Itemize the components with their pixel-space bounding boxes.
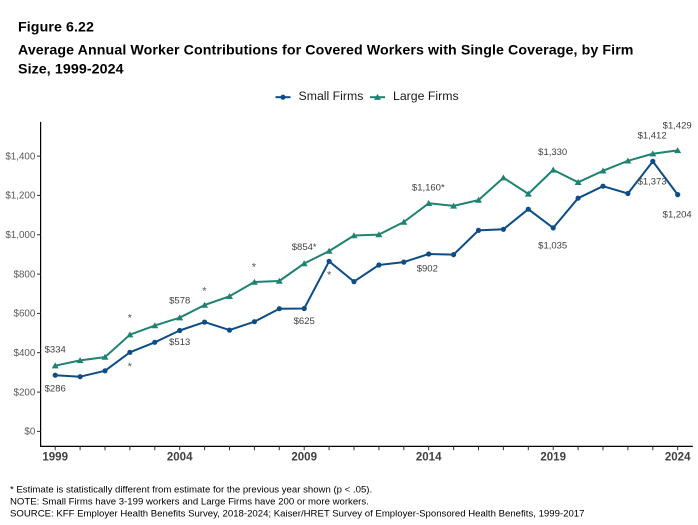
svg-text:NOTE: Small Firms have 3-199 w: NOTE: Small Firms have 3-199 workers and… xyxy=(10,497,369,508)
svg-text:1999: 1999 xyxy=(42,452,68,464)
svg-text:$1,400: $1,400 xyxy=(5,151,36,162)
svg-text:Size, 1999-2024: Size, 1999-2024 xyxy=(18,61,124,77)
svg-text:$600: $600 xyxy=(14,309,36,320)
svg-text:$800: $800 xyxy=(14,269,36,280)
svg-text:$1,204: $1,204 xyxy=(663,209,692,220)
svg-text:*: * xyxy=(128,361,133,373)
svg-text:Figure 6.22: Figure 6.22 xyxy=(18,20,94,36)
svg-text:*: * xyxy=(128,312,133,324)
svg-text:$902: $902 xyxy=(417,264,438,275)
svg-text:$200: $200 xyxy=(14,387,36,398)
svg-text:2024: 2024 xyxy=(665,452,691,464)
svg-text:* Estimate is statistically di: * Estimate is statistically different fr… xyxy=(10,485,372,496)
svg-text:$1,160*: $1,160* xyxy=(412,183,445,194)
svg-text:*: * xyxy=(327,269,332,281)
svg-text:$0: $0 xyxy=(24,427,35,438)
svg-text:Average Annual Worker Contribu: Average Annual Worker Contributions for … xyxy=(18,42,634,58)
svg-text:$513: $513 xyxy=(169,337,190,348)
svg-text:Small Firms: Small Firms xyxy=(299,89,364,103)
svg-text:*: * xyxy=(202,285,207,297)
svg-text:Large Firms: Large Firms xyxy=(393,89,459,103)
svg-text:$1,412: $1,412 xyxy=(638,131,667,142)
svg-text:$1,200: $1,200 xyxy=(5,191,36,202)
svg-text:$578: $578 xyxy=(169,295,190,306)
svg-text:SOURCE: KFF Employer Health Be: SOURCE: KFF Employer Health Benefits Sur… xyxy=(10,509,584,520)
svg-text:$334: $334 xyxy=(45,345,66,356)
svg-text:$286: $286 xyxy=(45,383,66,394)
svg-text:$400: $400 xyxy=(14,348,36,359)
svg-text:$1,330: $1,330 xyxy=(538,147,567,158)
svg-text:$1,000: $1,000 xyxy=(5,230,36,241)
svg-text:$1,429: $1,429 xyxy=(663,121,692,132)
svg-text:2019: 2019 xyxy=(540,452,566,464)
svg-text:$854*: $854* xyxy=(292,242,317,253)
svg-text:2009: 2009 xyxy=(291,452,317,464)
svg-text:$1,035: $1,035 xyxy=(538,241,567,252)
svg-text:$625: $625 xyxy=(294,316,315,327)
svg-text:2014: 2014 xyxy=(416,452,442,464)
svg-text:*: * xyxy=(252,261,257,273)
svg-text:2004: 2004 xyxy=(167,452,193,464)
svg-text:$1,373: $1,373 xyxy=(638,176,667,187)
